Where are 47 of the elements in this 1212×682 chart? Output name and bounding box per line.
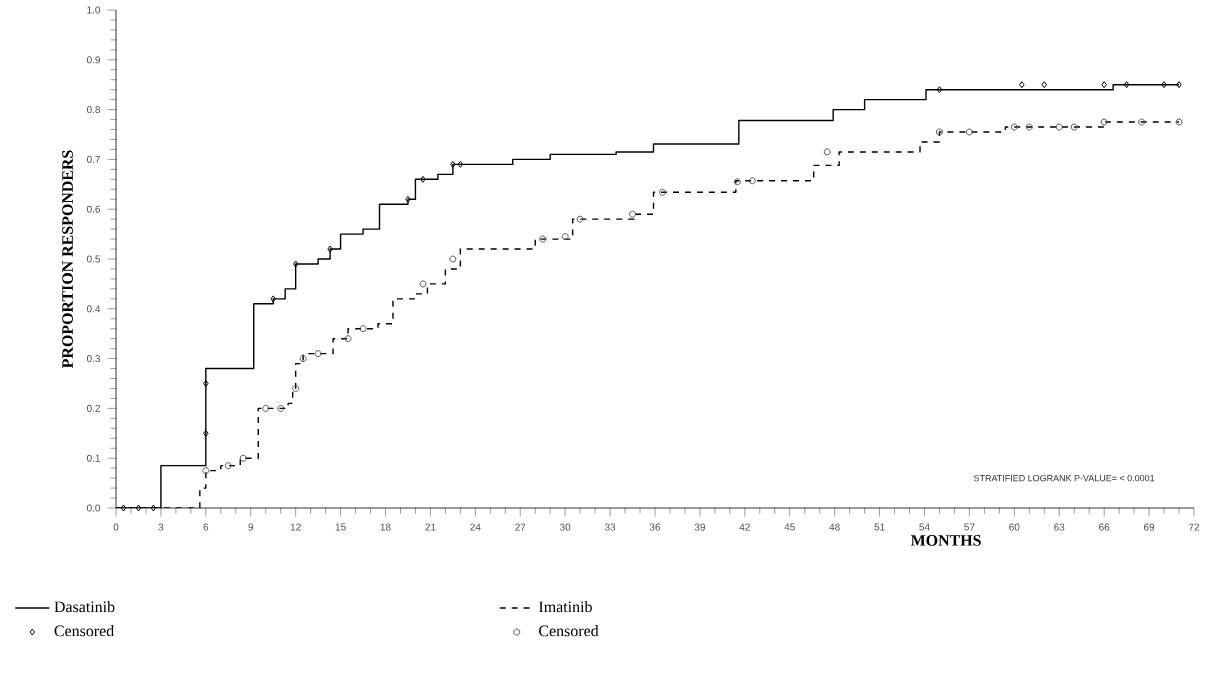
point [420, 175, 426, 183]
point [449, 255, 457, 263]
point [277, 404, 285, 412]
point [748, 177, 756, 185]
point [576, 215, 584, 223]
point [1010, 123, 1018, 131]
point [450, 160, 456, 168]
point [262, 404, 270, 412]
point [359, 325, 367, 333]
point [1100, 118, 1108, 126]
point [935, 128, 943, 136]
point [120, 504, 127, 512]
point [1175, 118, 1183, 126]
point [965, 128, 973, 136]
point [733, 178, 741, 186]
point [1025, 123, 1033, 131]
point [203, 380, 209, 387]
point [405, 195, 411, 203]
point [344, 335, 352, 343]
point [457, 160, 464, 168]
point [823, 148, 831, 156]
point [224, 462, 232, 470]
point [150, 504, 157, 512]
point [539, 235, 547, 243]
point [202, 467, 210, 475]
point [419, 280, 427, 288]
point [327, 245, 333, 253]
point [1138, 118, 1146, 126]
point [1161, 81, 1167, 89]
point [314, 350, 322, 358]
point [629, 210, 637, 218]
point [239, 454, 247, 462]
point [1123, 81, 1130, 89]
point [135, 504, 142, 512]
point [1070, 123, 1078, 131]
point [270, 295, 276, 303]
point [561, 233, 569, 241]
point [299, 355, 307, 363]
point [292, 260, 299, 268]
point [1019, 81, 1025, 89]
point [292, 384, 300, 392]
point [936, 86, 943, 94]
point [658, 188, 666, 196]
point [1055, 123, 1063, 131]
point [1101, 81, 1107, 89]
point [203, 429, 209, 437]
point [1041, 81, 1048, 89]
